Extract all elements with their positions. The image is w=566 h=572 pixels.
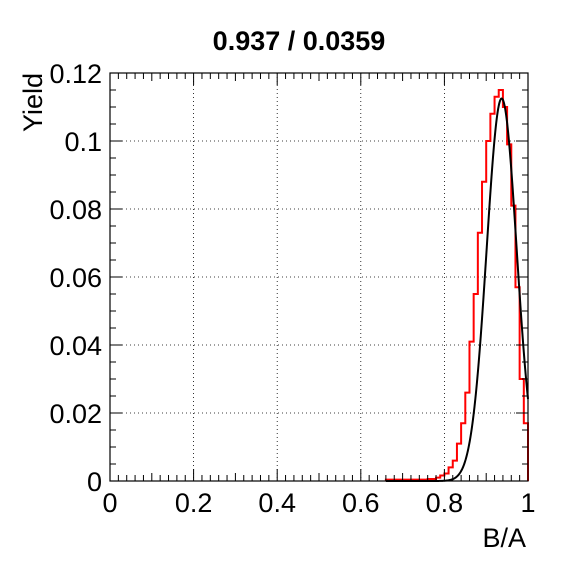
x-tick-label: 0 bbox=[102, 488, 117, 518]
x-axis-label: B/A bbox=[482, 523, 526, 553]
histogram-outline bbox=[384, 89, 529, 481]
x-tick-label: 0.8 bbox=[426, 488, 464, 518]
y-axis: 0 0.02 0.04 0.06 0.08 0.1 0.12 bbox=[49, 59, 528, 497]
y-axis-label: Yield bbox=[18, 73, 48, 132]
x-tick-label: 0.4 bbox=[258, 488, 296, 518]
grid bbox=[110, 73, 528, 481]
histogram-bin bbox=[495, 97, 499, 481]
x-tick-label: 0.2 bbox=[175, 488, 213, 518]
fit-curve-series bbox=[385, 97, 529, 482]
chart-title: 0.937 / 0.0359 bbox=[213, 26, 386, 56]
y-tick-label: 0.1 bbox=[64, 127, 102, 157]
y-tick-label: 0.04 bbox=[49, 331, 102, 361]
y-tick-label: 0.08 bbox=[49, 195, 102, 225]
fit-curve bbox=[385, 97, 529, 482]
y-tick-label: 0.02 bbox=[49, 399, 102, 429]
histogram-series bbox=[384, 89, 529, 481]
x-tick-label: 0.6 bbox=[342, 488, 380, 518]
y-tick-label: 0.12 bbox=[49, 59, 102, 89]
x-axis: 0 0.2 0.4 0.6 0.8 1 bbox=[102, 73, 536, 518]
x-tick-label: 1 bbox=[520, 488, 535, 518]
y-tick-label: 0 bbox=[87, 467, 102, 497]
histogram-bin bbox=[503, 107, 507, 481]
histogram-bin bbox=[499, 90, 503, 481]
y-tick-label: 0.06 bbox=[49, 263, 102, 293]
